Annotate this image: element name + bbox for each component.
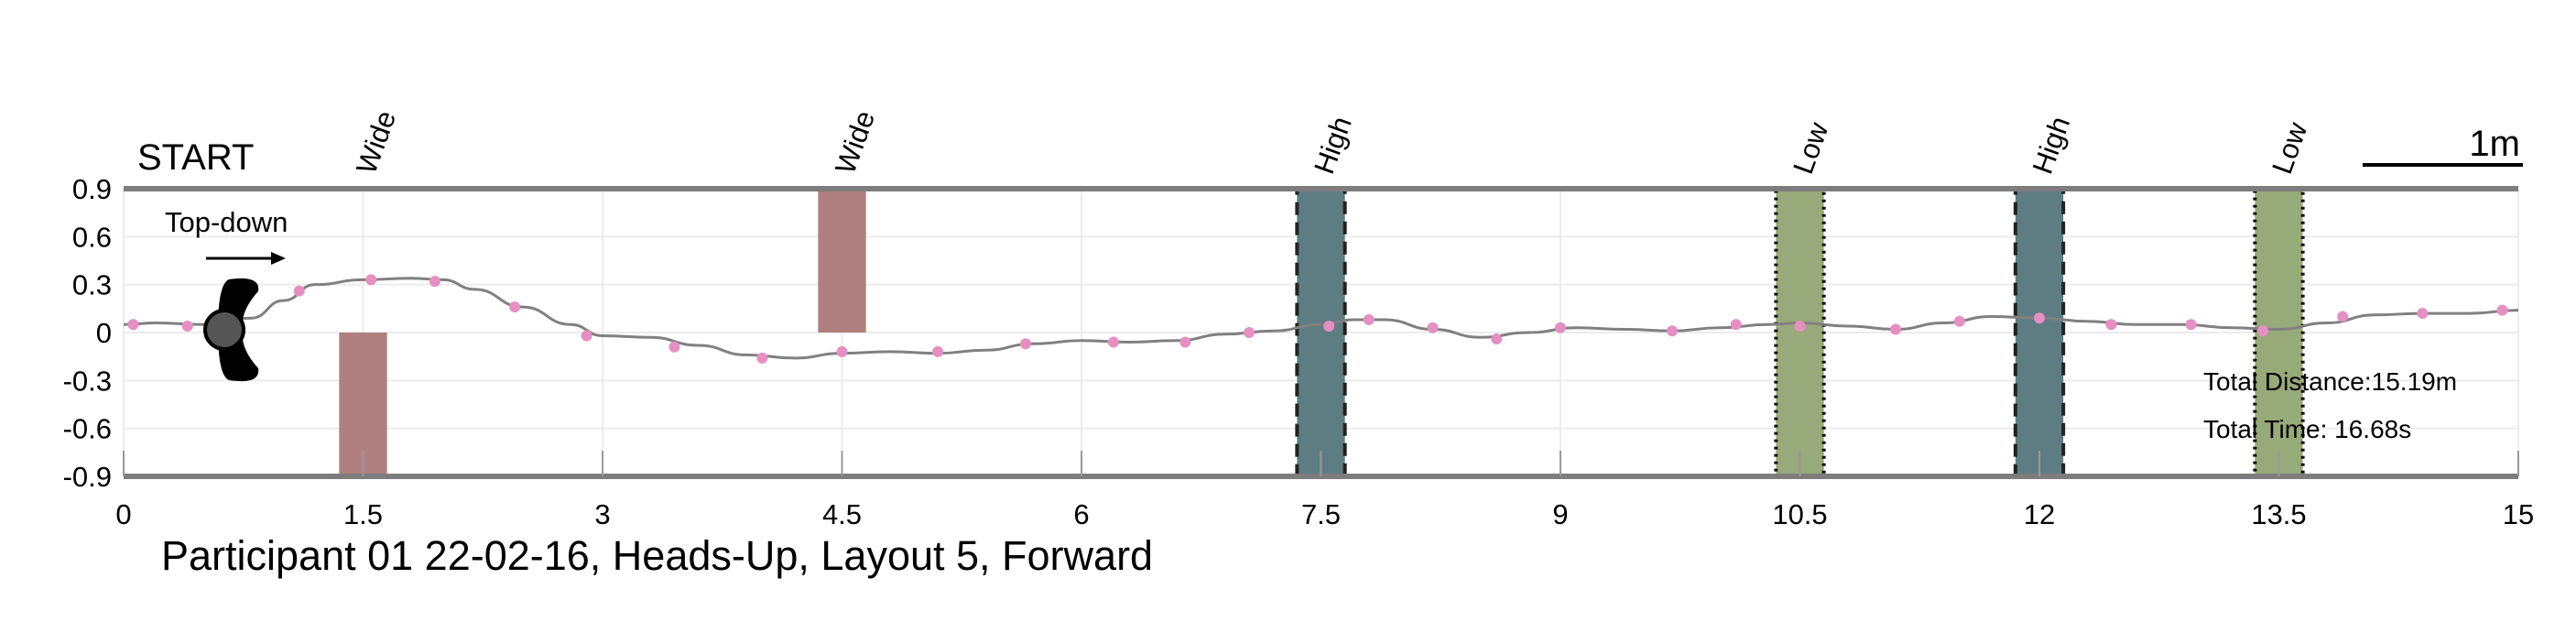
y-tick-label: -0.9	[63, 461, 112, 493]
trajectory-marker	[1667, 325, 1679, 337]
trajectory-marker	[1244, 327, 1255, 338]
trajectory-marker	[509, 301, 521, 313]
trajectory-marker	[429, 276, 440, 288]
x-tick-label: 4.5	[822, 498, 862, 530]
trajectory-marker	[756, 352, 768, 364]
obstacle-label: Low	[2266, 117, 2314, 178]
trajectory-marker	[365, 274, 377, 286]
trajectory-marker	[932, 345, 944, 357]
x-tick-label: 12	[2024, 498, 2055, 530]
obstacle-low	[1774, 187, 1826, 478]
trajectory-marker	[1555, 322, 1566, 333]
obstacle-label: High	[1308, 113, 1358, 179]
trajectory-marker	[293, 285, 305, 297]
trajectory-marker	[2496, 304, 2508, 316]
trajectory-marker	[127, 319, 139, 331]
obstacle-label: Low	[1787, 117, 1835, 178]
total-time: Total Time: 16.68s	[2203, 415, 2411, 443]
trajectory-marker	[836, 345, 848, 357]
trajectory-marker	[1107, 336, 1119, 348]
trajectory-marker	[2185, 319, 2197, 331]
walker-icon	[203, 278, 259, 382]
trajectory-marker	[1427, 322, 1439, 333]
obstacle-high	[1295, 187, 1347, 478]
scale-label: 1m	[2469, 124, 2520, 164]
trajectory-marker	[1179, 336, 1191, 348]
trajectory-path	[123, 277, 2519, 360]
x-tick-label: 3	[594, 498, 610, 530]
y-axis-ticks: 0.9 0.6 0.3 0 -0.3 -0.6 -0.9	[63, 173, 112, 493]
x-tick-label: 10.5	[1772, 498, 1827, 530]
obstacle-labels: Wide Wide High Low High Low	[350, 106, 2314, 178]
x-tick-label: 1.5	[343, 498, 383, 530]
trajectory-marker	[668, 341, 680, 353]
trajectory-marker	[2105, 319, 2117, 331]
obstacle-label: Wide	[350, 106, 402, 178]
x-tick-label: 0	[115, 498, 131, 530]
trajectory-line	[123, 277, 2519, 360]
x-tick-label: 13.5	[2251, 498, 2306, 530]
y-tick-label: -0.6	[63, 413, 112, 445]
x-tick-label: 6	[1073, 498, 1089, 530]
chart-title: Participant 01 22-02-16, Heads-Up, Layou…	[161, 532, 1153, 579]
trajectory-marker	[181, 321, 193, 333]
total-distance: Total Distance:15.19m	[2203, 367, 2457, 396]
trajectory-marker	[1491, 333, 1503, 344]
trajectory-marker	[1730, 319, 1742, 331]
y-tick-label: -0.3	[63, 365, 112, 397]
trajectory-marker	[1323, 321, 1335, 333]
direction-arrow-icon	[206, 252, 286, 265]
obstacle-label: High	[2027, 113, 2077, 179]
x-tick-label: 15	[2503, 498, 2534, 530]
y-tick-label: 0.9	[72, 173, 112, 205]
trajectory-marker	[581, 330, 592, 342]
trajectory-marker	[1019, 338, 1031, 350]
trajectory-marker	[1363, 314, 1375, 326]
obstacle-wide	[818, 189, 866, 333]
y-tick-label: 0.6	[72, 221, 112, 253]
trajectory-marker	[2257, 325, 2269, 337]
trajectory-marker	[2034, 312, 2045, 324]
obstacle-high	[2013, 187, 2066, 478]
trajectory-marker	[1953, 315, 1965, 327]
trajectory-markers	[127, 274, 2508, 364]
trajectory-marker	[1890, 323, 1902, 335]
x-tick-label: 9	[1552, 498, 1568, 530]
direction-label: Top-down	[165, 206, 288, 238]
y-tick-label: 0	[96, 317, 112, 349]
trajectory-marker	[2337, 311, 2349, 322]
trajectory-marker	[1794, 321, 1806, 333]
y-tick-label: 0.3	[72, 269, 112, 301]
obstacle-label: Wide	[829, 106, 881, 178]
x-axis-ticks: 0 1.5 3 4.5 6 7.5 9 10.5 12 13.5 15	[115, 451, 2534, 530]
x-tick-label: 7.5	[1301, 498, 1341, 530]
trajectory-marker	[2417, 308, 2429, 320]
start-label: START	[137, 137, 254, 178]
